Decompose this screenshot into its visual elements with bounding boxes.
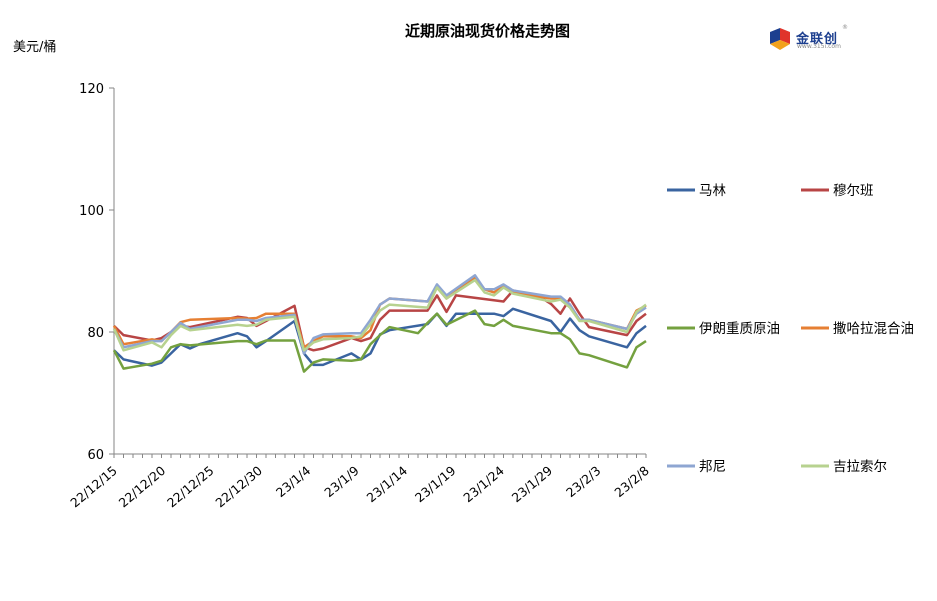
y-tick-label: 80: [87, 326, 104, 341]
y-tick-label: 120: [79, 82, 104, 97]
legend-label-2: 穆尔班: [833, 183, 874, 199]
x-tick-label: 22/12/20: [116, 463, 169, 511]
x-tick-label: 22/12/15: [67, 463, 120, 511]
x-tick-label: 23/1/29: [509, 463, 556, 505]
x-tick-label: 23/1/9: [321, 463, 361, 500]
x-tick-label: 23/1/14: [364, 463, 411, 505]
chart-title: 近期原油现货价格走势图: [404, 22, 570, 40]
x-tick-label: 22/12/25: [164, 463, 217, 511]
brand-logo-text: 金联创: [796, 32, 839, 47]
series-line-5: [112, 274, 647, 355]
y-axis-unit-label: 美元/桶: [13, 40, 57, 55]
legend-label-1: 马林: [699, 183, 727, 199]
x-tick-label: 23/2/3: [563, 463, 603, 500]
brand-logo-url: www.315i.com: [797, 43, 841, 50]
series-line-6: [112, 278, 647, 352]
x-tick-label: 23/1/19: [412, 463, 459, 505]
legend-label-3: 伊朗重质原油: [699, 321, 780, 337]
y-tick-label: 60: [87, 448, 104, 463]
brand-logo-icon: [770, 28, 790, 50]
x-tick-label: 23/1/4: [273, 463, 313, 500]
brand-logo: 金联创 ® www.315i.com: [766, 24, 856, 54]
series-line-3: [112, 309, 647, 373]
legend-label-6: 吉拉索尔: [833, 459, 887, 475]
legend-label-5: 邦尼: [699, 459, 726, 475]
x-tick-label: 23/2/8: [611, 463, 651, 500]
legend-label-4: 撒哈拉混合油: [833, 321, 914, 337]
x-tick-label: 23/1/24: [460, 463, 507, 505]
x-tick-label: 22/12/30: [212, 463, 265, 511]
y-tick-label: 100: [79, 204, 104, 219]
brand-logo-registered-mark: ®: [842, 24, 848, 31]
